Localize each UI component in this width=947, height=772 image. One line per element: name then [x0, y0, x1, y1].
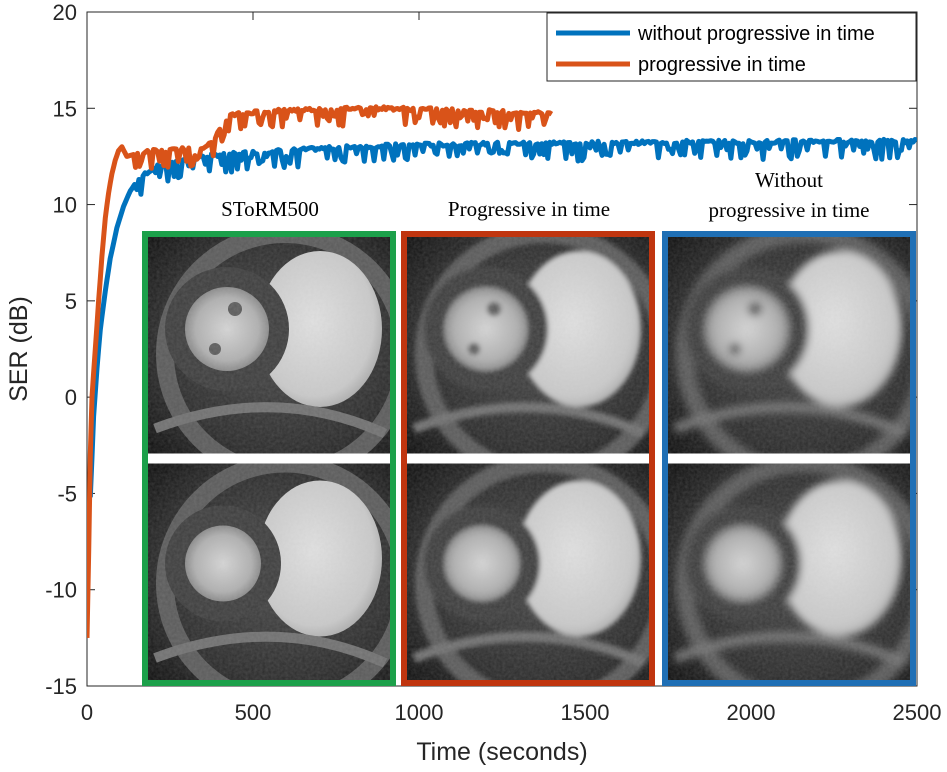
x-axis-label: Time (seconds) — [416, 738, 587, 766]
series-line-progressive — [87, 104, 554, 638]
y-tick-label: 15 — [53, 96, 77, 121]
series-line-without-progressive — [87, 136, 917, 498]
inset-title-progressive: Progressive in time — [448, 197, 610, 221]
legend-box — [546, 12, 917, 82]
y-tick-label: -10 — [45, 578, 77, 603]
inset-title-without-line2: progressive in time — [709, 198, 870, 222]
legend-label-progressive: progressive in time — [638, 54, 806, 76]
inset-title-without-line1: Without — [755, 168, 823, 192]
inset-panel-1 — [142, 231, 396, 686]
x-tick-labels: 0 500 1000 1500 2000 2500 — [81, 700, 942, 725]
mri-image — [145, 234, 393, 483]
mri-image — [404, 234, 652, 483]
x-tick-label: 500 — [235, 700, 272, 725]
y-tick-labels: -15 -10 -5 0 5 10 15 20 — [45, 0, 77, 699]
x-tick-label: 2500 — [893, 700, 942, 725]
y-tick-label: 20 — [53, 0, 77, 25]
inset-border — [662, 231, 916, 686]
inset-border — [142, 231, 396, 686]
legend: without progressive in time progressive … — [546, 12, 917, 82]
y-tick-label: -5 — [57, 481, 77, 506]
legend-label-without-progressive: without progressive in time — [637, 23, 875, 45]
y-tick-label: 0 — [65, 385, 77, 410]
x-tick-label: 1000 — [395, 700, 444, 725]
y-tick-label: 5 — [65, 289, 77, 314]
y-tick-label: 10 — [53, 193, 77, 218]
mri-image — [665, 454, 913, 683]
mri-image — [145, 454, 393, 683]
y-axis-label: SER (dB) — [5, 296, 33, 402]
y-tick-label: -15 — [45, 674, 77, 699]
mri-image — [665, 234, 913, 483]
inset-panel-3 — [662, 231, 916, 686]
inset-panel-2 — [401, 231, 655, 686]
x-tick-label: 0 — [81, 700, 93, 725]
mri-image — [404, 454, 652, 683]
inset-border — [401, 231, 655, 686]
inset-title-storm500: SToRM500 — [221, 197, 319, 221]
x-tick-label: 2000 — [727, 700, 776, 725]
x-tick-label: 1500 — [561, 700, 610, 725]
